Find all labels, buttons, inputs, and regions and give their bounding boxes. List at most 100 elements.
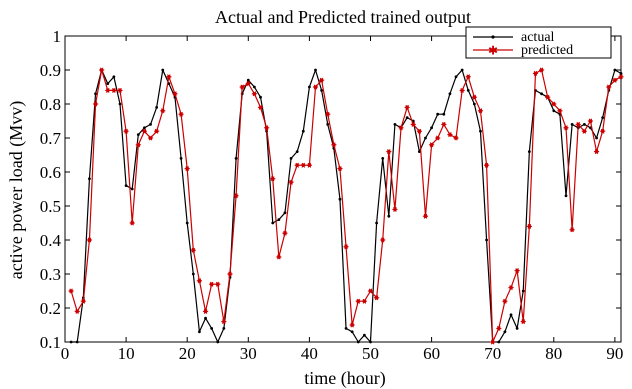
data-point-predicted (215, 281, 221, 287)
data-point-predicted (367, 288, 374, 294)
data-point-predicted (282, 230, 288, 236)
data-point-predicted (349, 322, 355, 328)
data-point-predicted (343, 244, 349, 250)
data-point-predicted (532, 70, 539, 76)
data-point-predicted (447, 132, 453, 138)
data-point-predicted (325, 111, 331, 117)
data-point-actual (350, 330, 354, 334)
data-point-predicted (105, 87, 111, 93)
data-point-actual (69, 340, 73, 344)
data-point-predicted (166, 74, 172, 80)
data-point-predicted (99, 67, 105, 73)
data-point-actual (387, 214, 391, 218)
data-point-predicted (86, 237, 93, 243)
data-point-actual (540, 92, 543, 96)
data-point-predicted (355, 298, 361, 304)
data-point-predicted (380, 237, 386, 243)
x-tick-label: 50 (362, 344, 379, 363)
data-point-predicted (459, 87, 465, 93)
data-point-actual (301, 129, 305, 133)
data-point-actual (155, 106, 159, 109)
data-point-actual (515, 327, 519, 330)
data-point-predicted (147, 135, 154, 141)
data-point-predicted (428, 142, 435, 148)
data-point-predicted (563, 125, 569, 131)
data-point-predicted (569, 227, 575, 233)
data-point-predicted (123, 128, 129, 134)
x-tick-label: 30 (240, 344, 257, 363)
data-point-actual (179, 157, 183, 160)
data-point-predicted (294, 162, 300, 168)
data-point-predicted (196, 278, 203, 284)
data-point-actual (527, 150, 531, 154)
data-point-actual (375, 221, 379, 225)
data-point-actual (277, 218, 281, 222)
data-point-predicted (337, 166, 343, 172)
data-point-actual (204, 316, 207, 320)
data-point-actual (479, 129, 482, 133)
data-point-predicted (587, 118, 594, 124)
legend-box (465, 26, 612, 59)
data-point-actual (295, 150, 299, 154)
data-point-predicted (502, 298, 508, 304)
data-point-actual (234, 157, 238, 160)
data-point-predicted (276, 254, 282, 260)
data-point-predicted (490, 339, 496, 345)
data-point-actual (417, 150, 421, 154)
data-point-predicted (416, 128, 422, 134)
data-point-actual (222, 327, 226, 330)
data-point-actual (118, 102, 122, 106)
data-point-predicted (209, 281, 215, 287)
data-point-predicted (392, 206, 398, 212)
data-point-predicted (117, 87, 123, 93)
data-point-actual (521, 289, 525, 293)
y-tick-label: 0.4 (40, 231, 62, 250)
legend-marker-predicted: ✱ (488, 44, 498, 58)
data-point-actual (369, 340, 372, 344)
data-point-actual (405, 116, 409, 119)
data-point-predicted (202, 308, 209, 314)
data-point-actual (497, 340, 501, 344)
data-point-actual (259, 95, 262, 99)
data-point-predicted (160, 108, 166, 114)
data-point-actual (442, 112, 446, 116)
data-point-predicted (545, 94, 551, 100)
data-point-actual (393, 123, 397, 126)
y-tick-label: 0.7 (40, 129, 62, 148)
data-point-predicted (471, 94, 477, 100)
x-tick-label: 40 (301, 344, 318, 363)
data-point-predicted (496, 325, 502, 331)
data-point-actual (430, 126, 433, 130)
data-point-predicted (319, 77, 325, 83)
data-point-predicted (264, 125, 270, 131)
data-point-predicted (172, 91, 178, 97)
data-point-actual (570, 123, 574, 126)
data-point-actual (472, 102, 476, 106)
plot-area (64, 35, 622, 343)
y-tick-label: 0.8 (40, 95, 61, 114)
data-point-predicted (111, 87, 117, 93)
data-point-predicted (184, 166, 190, 172)
data-point-actual (356, 340, 360, 344)
data-point-predicted (129, 220, 135, 226)
data-point-predicted (80, 298, 86, 304)
x-tick-label: 20 (179, 344, 196, 363)
data-point-predicted (477, 108, 484, 114)
data-point-predicted (257, 104, 264, 110)
y-axis-label: active power load (Mvv) (6, 101, 27, 279)
data-point-actual (619, 72, 623, 75)
legend-marker-actual (491, 35, 495, 39)
data-point-predicted (441, 121, 447, 127)
data-point-actual (112, 75, 116, 79)
data-point-actual (601, 116, 605, 119)
y-tick-label: 0.3 (40, 265, 61, 284)
x-tick-label: 10 (118, 344, 135, 363)
data-point-actual (289, 157, 293, 160)
data-point-predicted (593, 149, 600, 155)
data-point-actual (106, 82, 110, 85)
data-point-predicted (374, 295, 380, 301)
data-point-predicted (306, 162, 312, 168)
data-point-predicted (410, 121, 416, 127)
data-point-predicted (618, 74, 624, 80)
